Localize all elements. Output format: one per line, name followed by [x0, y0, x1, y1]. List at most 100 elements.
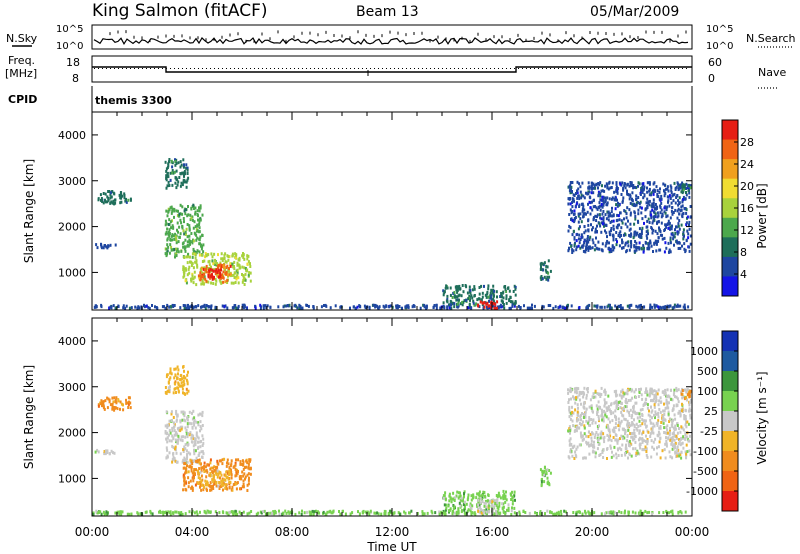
data-cell [267, 511, 270, 515]
data-cell [169, 220, 172, 224]
data-cell [672, 199, 675, 203]
data-cell [486, 305, 488, 309]
data-cell [627, 512, 630, 516]
data-cell [657, 415, 660, 419]
data-cell [669, 184, 672, 188]
data-cell [182, 217, 185, 220]
data-cell [579, 217, 582, 221]
data-cell [677, 452, 680, 456]
data-cell [177, 436, 180, 440]
data-cell [481, 295, 484, 299]
data-cell [110, 200, 113, 204]
data-cell [661, 390, 664, 394]
data-cell [204, 252, 207, 256]
colorbar-tick-label: 4 [740, 268, 747, 281]
data-cell [170, 211, 173, 215]
data-cell [172, 421, 175, 425]
data-cell [97, 403, 100, 407]
data-cell [185, 163, 188, 167]
data-cell [651, 202, 654, 206]
data-cell [170, 305, 173, 309]
data-cell [445, 299, 448, 303]
data-cell [235, 253, 238, 257]
data-cell [570, 397, 572, 401]
data-cell [655, 399, 658, 402]
data-cell [187, 253, 189, 257]
data-cell [221, 257, 224, 261]
data-cell [683, 303, 686, 307]
data-cell [541, 469, 544, 473]
data-cell [626, 423, 629, 427]
data-cell [653, 303, 656, 307]
data-cell [637, 196, 640, 199]
data-cell [620, 410, 623, 414]
data-cell [221, 510, 224, 514]
data-cell [494, 502, 497, 505]
colorbar-tick-label: 100 [697, 385, 718, 398]
data-cell [655, 304, 658, 308]
data-cell [638, 388, 640, 391]
data-cell [185, 281, 188, 285]
data-cell [540, 261, 543, 265]
data-cell [174, 510, 177, 514]
data-cell [174, 430, 177, 434]
data-cell [585, 191, 587, 195]
data-cell [182, 265, 185, 269]
data-cell [206, 488, 208, 492]
data-cell [184, 512, 187, 516]
data-cell [604, 413, 607, 417]
data-cell [166, 455, 169, 459]
data-cell [202, 441, 205, 445]
data-cell [577, 237, 580, 241]
data-cell [581, 420, 584, 424]
data-cell [185, 268, 188, 272]
data-cell [684, 436, 686, 440]
data-cell [686, 388, 689, 392]
data-cell [183, 306, 186, 310]
data-cell [620, 396, 623, 400]
data-cell [237, 306, 240, 310]
data-cell [168, 232, 171, 235]
data-cell [578, 197, 581, 201]
data-cell [689, 186, 692, 190]
data-cell [615, 393, 618, 397]
data-cell [492, 284, 495, 288]
cpid-panel: CPID themis 3300 [8, 86, 693, 112]
data-cell [547, 304, 550, 307]
data-cell [671, 233, 674, 237]
data-cell [216, 262, 219, 266]
data-cell [643, 419, 646, 423]
data-cell [511, 304, 514, 308]
data-cell [609, 306, 612, 310]
data-cell [242, 460, 245, 464]
data-cell [170, 410, 173, 414]
data-cell [202, 267, 205, 271]
data-cell [205, 304, 208, 307]
data-cell [646, 406, 649, 410]
x-tick-label: 00:00 [75, 525, 110, 539]
data-cell [169, 376, 172, 380]
data-cell [663, 229, 666, 232]
data-cell [582, 214, 585, 218]
data-cell [326, 510, 329, 514]
data-cell [582, 243, 585, 247]
data-cell [647, 232, 649, 236]
data-cell [607, 394, 610, 398]
data-cell [646, 390, 649, 394]
data-cell [198, 226, 201, 230]
data-cell [569, 437, 572, 441]
data-cell [676, 216, 679, 220]
data-cell [201, 233, 204, 237]
data-cell [454, 295, 457, 299]
data-cell [190, 486, 193, 490]
data-cell [193, 452, 196, 456]
data-cell [116, 407, 119, 411]
data-cell [651, 231, 654, 235]
data-cell [497, 305, 499, 309]
data-cell [674, 228, 676, 232]
data-cell [214, 278, 217, 281]
data-cell [203, 485, 205, 489]
data-cell [192, 434, 195, 438]
data-cell [194, 449, 197, 453]
data-cell [638, 227, 641, 231]
